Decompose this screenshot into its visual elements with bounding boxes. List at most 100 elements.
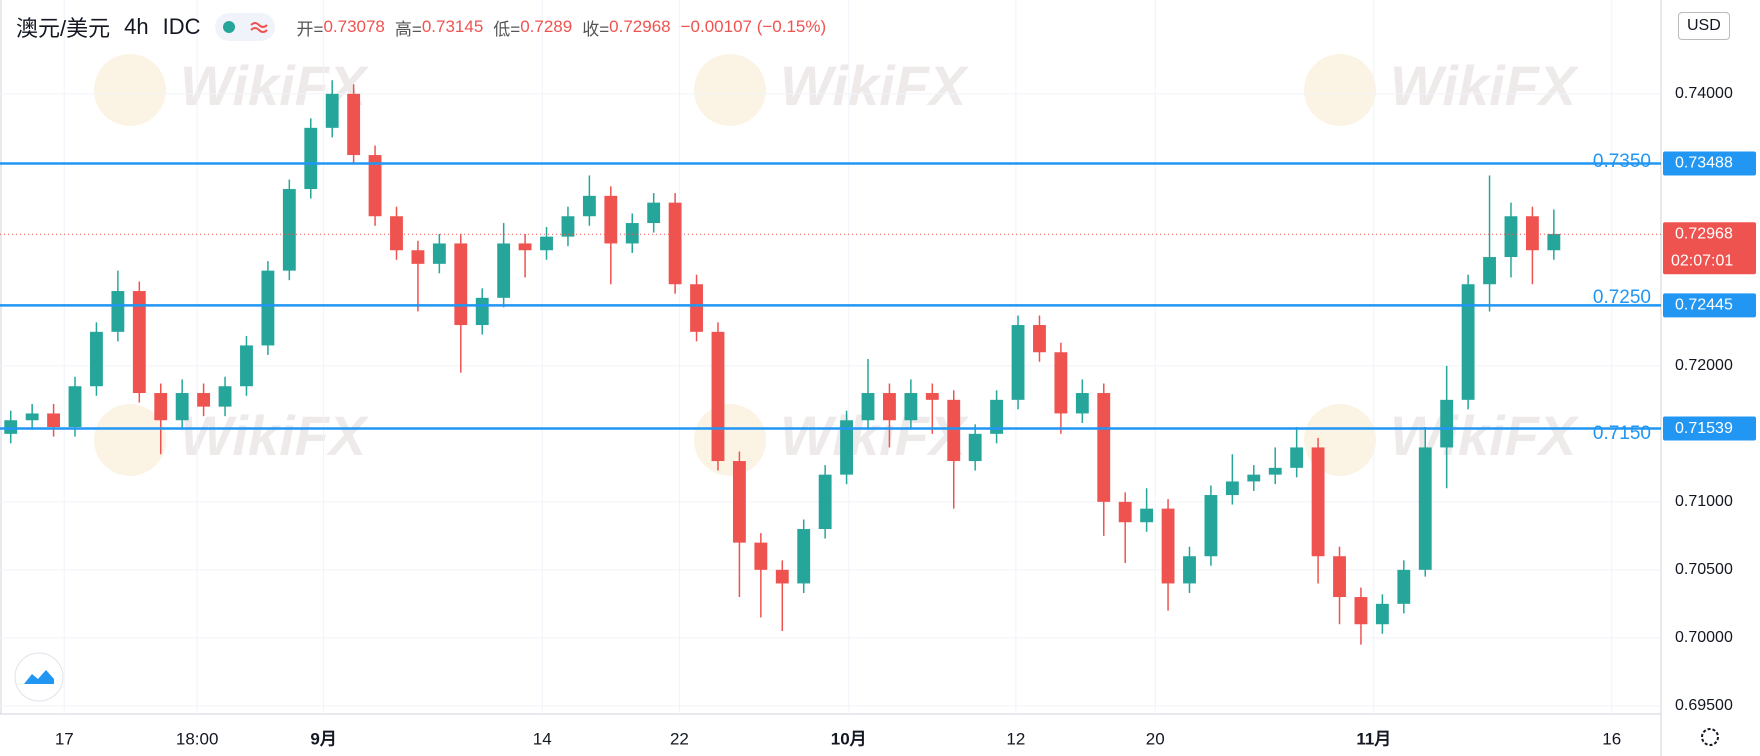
candle-body xyxy=(1140,508,1154,523)
status-pill[interactable] xyxy=(214,13,275,41)
x-tick-label: 11月 xyxy=(1356,729,1391,748)
header: 澳元/美元 4h IDC 开= 0.73078 高= 0.73145 低= 0.… xyxy=(16,10,836,44)
candle-body xyxy=(1311,447,1325,557)
candle-body xyxy=(218,386,232,407)
candle-body xyxy=(282,189,296,271)
settings-button[interactable] xyxy=(1701,728,1719,746)
candle-body xyxy=(1525,216,1539,251)
candle-body xyxy=(475,297,489,326)
candle-body xyxy=(454,243,468,326)
last-price-label: 0.72968 xyxy=(1675,225,1733,242)
candle-body xyxy=(1075,393,1089,414)
countdown: 02:07:01 xyxy=(1671,252,1733,269)
candle-body xyxy=(732,461,746,543)
candle-body xyxy=(368,155,382,217)
candle-body xyxy=(1118,501,1132,523)
high-value: 0.73145 xyxy=(421,17,484,36)
candle-body xyxy=(1247,474,1261,482)
level-tag xyxy=(1663,151,1756,176)
candle-body xyxy=(690,284,703,332)
x-tick-label: 14 xyxy=(533,729,552,748)
candle-body xyxy=(47,413,61,428)
y-tick-label: 0.70000 xyxy=(1675,629,1733,646)
currency-button[interactable]: USD xyxy=(1678,12,1730,40)
candle-body xyxy=(154,393,168,421)
candle-body xyxy=(240,345,253,387)
watermark-logo xyxy=(94,54,166,126)
candle-body xyxy=(1183,556,1196,584)
candle-body xyxy=(432,243,446,264)
candle-body xyxy=(1033,325,1046,353)
level-tag xyxy=(1663,416,1756,441)
level-tag-label: 0.73488 xyxy=(1675,155,1733,172)
level-annotation: 0.7350 xyxy=(1593,151,1651,172)
close-value: 0.72968 xyxy=(609,17,671,36)
candle-body xyxy=(411,250,425,264)
x-tick-label: 17 xyxy=(55,729,74,748)
watermark-logo xyxy=(694,404,766,476)
status-wave xyxy=(249,22,268,33)
watermark-logo xyxy=(694,54,766,126)
level-annotation: 0.7150 xyxy=(1593,423,1651,444)
change: −0.00107 (−0.15%) xyxy=(680,17,827,36)
last-price-tag xyxy=(1663,222,1756,275)
symbol: 澳元/美元 xyxy=(16,16,111,41)
x-tick-label: 20 xyxy=(1146,729,1165,748)
candle-body xyxy=(625,223,639,244)
watermark: WikiFX xyxy=(180,404,370,467)
candle-body xyxy=(1097,393,1111,502)
watermark-logo xyxy=(94,404,166,476)
candle-body xyxy=(1161,508,1175,584)
interval: 4h xyxy=(124,14,149,39)
candle-body xyxy=(540,236,553,251)
candle-body xyxy=(1290,447,1304,468)
candle-body xyxy=(711,331,725,462)
candle-body xyxy=(497,243,511,298)
candle-body xyxy=(197,393,211,407)
y-tick-label: 0.70500 xyxy=(1675,561,1733,578)
open-label: 开= xyxy=(296,19,324,39)
candle-body xyxy=(647,202,661,224)
candle-body xyxy=(90,331,103,387)
candle-body xyxy=(261,270,275,346)
candle-body xyxy=(1440,399,1454,448)
y-tick-label: 0.69500 xyxy=(1675,697,1733,714)
logo-button[interactable] xyxy=(14,652,64,702)
x-tick-label: 22 xyxy=(670,729,689,748)
candle-body xyxy=(840,420,854,475)
x-tick-label: 18:00 xyxy=(176,729,219,748)
candle-body xyxy=(754,542,768,570)
candle-body xyxy=(797,529,811,584)
candle-body xyxy=(582,195,596,217)
watermark: WikiFX xyxy=(180,54,370,117)
candle-body xyxy=(25,413,39,421)
candle-body xyxy=(4,420,18,434)
candle-body xyxy=(1547,233,1561,251)
candle-body xyxy=(325,93,339,128)
close-label: 收= xyxy=(582,19,610,39)
candle-body xyxy=(947,399,961,462)
candle-body xyxy=(1011,325,1025,400)
y-tick-label: 0.72000 xyxy=(1675,357,1733,374)
candle-body xyxy=(818,474,832,530)
candle-body xyxy=(1354,597,1368,625)
candle-body xyxy=(175,393,189,421)
candle-body xyxy=(1375,603,1389,625)
candle-body xyxy=(132,291,146,394)
logo-icon xyxy=(24,670,54,684)
candle-body xyxy=(1054,352,1068,414)
candle-body xyxy=(1333,556,1346,598)
candle-body xyxy=(111,291,125,332)
candle-body xyxy=(604,195,618,244)
candle-body xyxy=(1204,495,1218,557)
level-tag xyxy=(1663,293,1756,318)
candle-body xyxy=(68,386,82,428)
logo-circle xyxy=(14,652,64,702)
candle-body xyxy=(347,93,361,156)
candle-body xyxy=(1397,569,1411,604)
candle-body xyxy=(561,216,575,237)
candle-body xyxy=(925,393,939,400)
candle-body xyxy=(1225,481,1239,496)
